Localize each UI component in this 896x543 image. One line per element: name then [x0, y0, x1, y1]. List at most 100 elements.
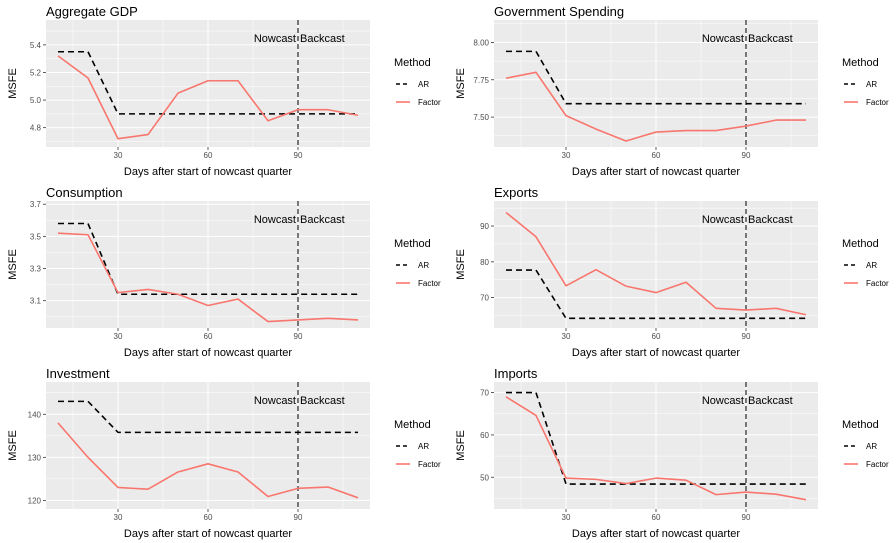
- x-tick-label: 60: [652, 151, 661, 160]
- y-axis-label: MSFE: [455, 249, 467, 280]
- y-tick-label: 5.4: [30, 41, 42, 50]
- y-tick-label: 130: [28, 453, 42, 462]
- legend-label-factor: Factor: [418, 460, 441, 469]
- series-group: [505, 211, 807, 320]
- chart-title: Aggregate GDP: [46, 4, 138, 19]
- y-tick-label: 3.7: [30, 200, 42, 209]
- x-axis-label: Days after start of nowcast quarter: [572, 528, 740, 540]
- y-tick-label: 8.00: [473, 38, 489, 47]
- series-group: [57, 50, 359, 140]
- annotation-nowcast: Nowcast: [254, 214, 296, 226]
- series-group: [505, 50, 806, 142]
- y-tick-label: 7.50: [473, 113, 489, 122]
- legend-title: Method: [842, 57, 879, 69]
- x-tick-label: 60: [652, 513, 661, 522]
- y-axis-label: MSFE: [455, 68, 467, 99]
- annotation-nowcast: Nowcast: [254, 33, 296, 45]
- y-tick-label: 50: [480, 473, 489, 482]
- x-tick-label: 90: [742, 151, 751, 160]
- series-line-ar: [58, 400, 358, 434]
- y-tick-label: 5.2: [30, 68, 42, 77]
- y-tick-label: 3.5: [30, 232, 42, 241]
- series-line-ar: [506, 391, 806, 485]
- x-tick-label: 30: [562, 513, 571, 522]
- annotation-backcast: Backcast: [300, 395, 345, 407]
- y-tick-label: 5.0: [30, 96, 42, 105]
- y-tick-label: 3.1: [30, 297, 42, 306]
- legend-title: Method: [394, 57, 431, 69]
- x-axis-label: Days after start of nowcast quarter: [572, 166, 740, 178]
- legend-label-factor: Factor: [866, 279, 889, 288]
- legend-label-ar: AR: [418, 80, 429, 89]
- x-tick-label: 90: [294, 151, 303, 160]
- panel-imports: Imports 30 60 90 50 60 70 Days after start of n…: [448, 362, 896, 543]
- y-tick-label: 3.3: [30, 265, 42, 274]
- x-tick-label: 30: [114, 513, 123, 522]
- x-tick-label: 90: [742, 332, 751, 341]
- annotation-backcast: Backcast: [748, 33, 793, 45]
- series-line-factor: [57, 232, 359, 323]
- gridlines: [46, 20, 370, 147]
- series-line-ar: [58, 50, 358, 115]
- series-group: [57, 400, 359, 499]
- legend-title: Method: [394, 238, 431, 250]
- legend-label-ar: AR: [866, 442, 877, 451]
- legend-label-factor: Factor: [418, 98, 441, 107]
- chart-svg: Imports 30 60 90 50 60 70 Days after start of n…: [455, 366, 889, 540]
- legend-label-ar: AR: [418, 442, 429, 451]
- series-line-factor: [57, 422, 359, 499]
- series-line-factor: [505, 211, 807, 316]
- x-axis-label: Days after start of nowcast quarter: [124, 347, 292, 359]
- legend-label-ar: AR: [418, 261, 429, 270]
- annotation-backcast: Backcast: [748, 395, 793, 407]
- legend-title: Method: [394, 419, 431, 431]
- legend-title: Method: [842, 238, 879, 250]
- y-tick-label: 70: [480, 294, 489, 303]
- gridlines: [494, 201, 818, 328]
- x-tick-label: 90: [742, 513, 751, 522]
- x-axis-label: Days after start of nowcast quarter: [124, 528, 292, 540]
- legend-title: Method: [842, 419, 879, 431]
- x-tick-label: 90: [294, 332, 303, 341]
- legend-label-ar: AR: [866, 261, 877, 270]
- chart-svg: Aggregate GDP 30 60 90 4.8 5.0 5.2 5.4 Days afte…: [7, 4, 441, 178]
- legend-label-factor: Factor: [866, 98, 889, 107]
- y-axis-label: MSFE: [7, 249, 19, 280]
- chart-title: Imports: [494, 366, 538, 381]
- x-tick-label: 30: [562, 332, 571, 341]
- x-tick-label: 90: [294, 513, 303, 522]
- x-tick-label: 30: [562, 151, 571, 160]
- y-tick-label: 120: [28, 496, 42, 505]
- series-line-ar: [506, 50, 806, 105]
- x-tick-label: 30: [114, 332, 123, 341]
- chart-title: Government Spending: [494, 4, 624, 19]
- y-tick-label: 7.75: [473, 76, 489, 85]
- series-group: [505, 391, 807, 501]
- y-tick-label: 4.8: [30, 124, 42, 133]
- y-tick-label: 90: [480, 222, 489, 231]
- x-axis-label: Days after start of nowcast quarter: [572, 347, 740, 359]
- y-tick-label: 140: [28, 410, 42, 419]
- x-axis-label: Days after start of nowcast quarter: [124, 166, 292, 178]
- y-axis-label: MSFE: [455, 430, 467, 461]
- series-line-factor: [505, 71, 806, 142]
- series-line-factor: [57, 55, 359, 140]
- legend-label-factor: Factor: [418, 279, 441, 288]
- annotation-backcast: Backcast: [300, 33, 345, 45]
- chart-svg: Investment 30 60 90 120 130 140 Days after star…: [7, 366, 441, 540]
- panel-consumption: Consumption 30 60 90 3.1 3.3 3.5 3.7 Days after …: [0, 181, 448, 362]
- panel-investment: Investment 30 60 90 120 130 140 Days after star…: [0, 362, 448, 543]
- panel-government-spending: Government Spending 30 60 90 7.50 7.75 8.00 Day…: [448, 0, 896, 181]
- chart-svg: Consumption 30 60 90 3.1 3.3 3.5 3.7 Days after …: [7, 185, 441, 359]
- x-tick-label: 60: [204, 151, 213, 160]
- y-tick-label: 70: [480, 389, 489, 398]
- annotation-nowcast: Nowcast: [702, 214, 744, 226]
- y-axis-label: MSFE: [7, 68, 19, 99]
- gridlines: [494, 20, 818, 147]
- annotation-nowcast: Nowcast: [702, 33, 744, 45]
- legend-label-factor: Factor: [866, 460, 889, 469]
- annotation-nowcast: Nowcast: [702, 395, 744, 407]
- series-group: [57, 222, 359, 323]
